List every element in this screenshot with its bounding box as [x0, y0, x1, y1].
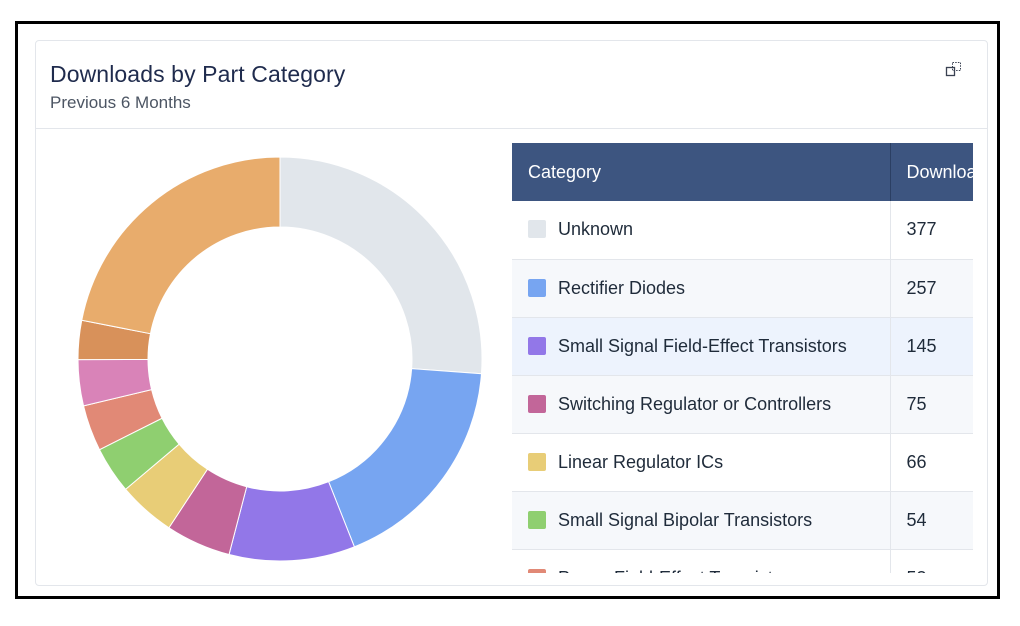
table-row[interactable]: Switching Regulator or Controllers 75	[512, 375, 973, 434]
expand-icon	[945, 62, 961, 77]
category-cell: Power Field-Effect Transistors	[512, 549, 891, 574]
legend-swatch	[528, 336, 546, 355]
donut-slice[interactable]	[327, 368, 482, 548]
category-cell: Small Signal Bipolar Transistors	[512, 491, 891, 550]
legend-swatch	[528, 220, 546, 239]
downloads-cell: 257	[890, 259, 973, 318]
downloads-cell: 66	[890, 433, 973, 492]
card-subtitle: Previous 6 Months	[50, 93, 191, 112]
category-cell: Rectifier Diodes	[512, 259, 891, 318]
legend-swatch	[528, 278, 546, 297]
chart-card: Downloads by Part Category Previous 6 Mo…	[35, 40, 988, 586]
downloads-cell: 54	[890, 491, 973, 550]
donut-slice[interactable]	[279, 156, 483, 375]
downloads-cell: 145	[890, 317, 973, 376]
column-header-category[interactable]: Category	[512, 143, 891, 201]
screenshot-frame: Downloads by Part Category Previous 6 Mo…	[15, 21, 1000, 599]
card-title: Downloads by Part Category	[50, 61, 346, 87]
category-label: Small Signal Field-Effect Transistors	[558, 335, 847, 356]
table-row[interactable]: Rectifier Diodes 257	[512, 259, 973, 318]
category-label: Power Field-Effect Transistors	[558, 568, 798, 574]
downloads-cell: 377	[890, 201, 973, 260]
table-header-row: Category Downloads	[512, 143, 973, 201]
category-label: Rectifier Diodes	[558, 277, 686, 298]
donut-chart	[36, 130, 506, 585]
category-label: Switching Regulator or Controllers	[558, 393, 832, 414]
table-row[interactable]: Small Signal Bipolar Transistors 54	[512, 491, 973, 550]
donut-svg	[77, 156, 483, 562]
expand-button[interactable]	[945, 61, 963, 79]
category-cell: Unknown	[512, 201, 891, 260]
legend-swatch	[528, 568, 546, 573]
table-row[interactable]: Power Field-Effect Transistors 53	[512, 549, 973, 573]
donut-slice[interactable]	[81, 156, 281, 335]
category-label: Linear Regulator ICs	[558, 451, 724, 472]
legend-swatch	[528, 394, 546, 413]
table-row[interactable]: Small Signal Field-Effect Transistors 145	[512, 317, 973, 376]
category-label: Unknown	[558, 219, 634, 240]
legend-swatch	[528, 510, 546, 529]
card-header: Downloads by Part Category Previous 6 Mo…	[36, 41, 987, 129]
downloads-cell: 53	[890, 549, 973, 573]
category-cell: Small Signal Field-Effect Transistors	[512, 317, 891, 376]
table-row[interactable]: Unknown 377	[512, 201, 973, 260]
category-cell: Switching Regulator or Controllers	[512, 375, 891, 434]
table-row[interactable]: Linear Regulator ICs 66	[512, 433, 973, 492]
column-header-downloads[interactable]: Downloads	[890, 143, 973, 201]
downloads-cell: 75	[890, 375, 973, 434]
category-cell: Linear Regulator ICs	[512, 433, 891, 492]
legend-swatch	[528, 452, 546, 471]
category-label: Small Signal Bipolar Transistors	[558, 509, 813, 530]
